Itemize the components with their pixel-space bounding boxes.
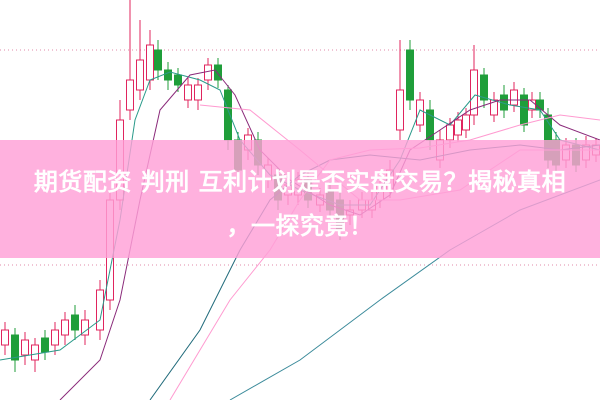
- candle-down: [11, 334, 19, 361]
- candle-down: [41, 337, 49, 353]
- candle-down: [154, 49, 162, 71]
- candle-up: [184, 84, 192, 101]
- candle-up: [81, 319, 89, 336]
- candle-up: [510, 89, 518, 106]
- candle-up: [96, 289, 104, 331]
- title-line-2: ，一探究竟！: [226, 212, 374, 240]
- candle-up: [446, 124, 454, 141]
- candle-down: [406, 49, 414, 101]
- candle-up: [126, 79, 134, 111]
- candle-down: [174, 74, 182, 86]
- candle-up: [204, 64, 212, 81]
- candle-up: [416, 99, 424, 126]
- candle-up: [470, 69, 478, 116]
- candle-up: [194, 84, 202, 101]
- candle-up: [136, 59, 144, 91]
- candle-up: [462, 114, 470, 131]
- candle-up: [1, 329, 9, 346]
- candle-down: [164, 69, 172, 81]
- candle-down: [214, 64, 222, 81]
- candle-up: [61, 319, 69, 336]
- candle-up: [31, 344, 39, 361]
- candle-down: [520, 94, 528, 126]
- article-title: 期货配资 判刑 互利计划是否实盘交易？揭秘真相 ，一探究竟！: [0, 160, 600, 248]
- candle-up: [396, 89, 404, 131]
- candle-up: [21, 339, 29, 356]
- candle-up: [454, 119, 462, 136]
- candle-up: [51, 329, 59, 346]
- title-line-1: 期货配资 判刑 互利计划是否实盘交易？揭秘真相: [33, 168, 567, 196]
- candle-up: [146, 44, 154, 81]
- candle-down: [480, 74, 488, 101]
- candle-down: [71, 314, 79, 331]
- title-banner: [0, 140, 600, 258]
